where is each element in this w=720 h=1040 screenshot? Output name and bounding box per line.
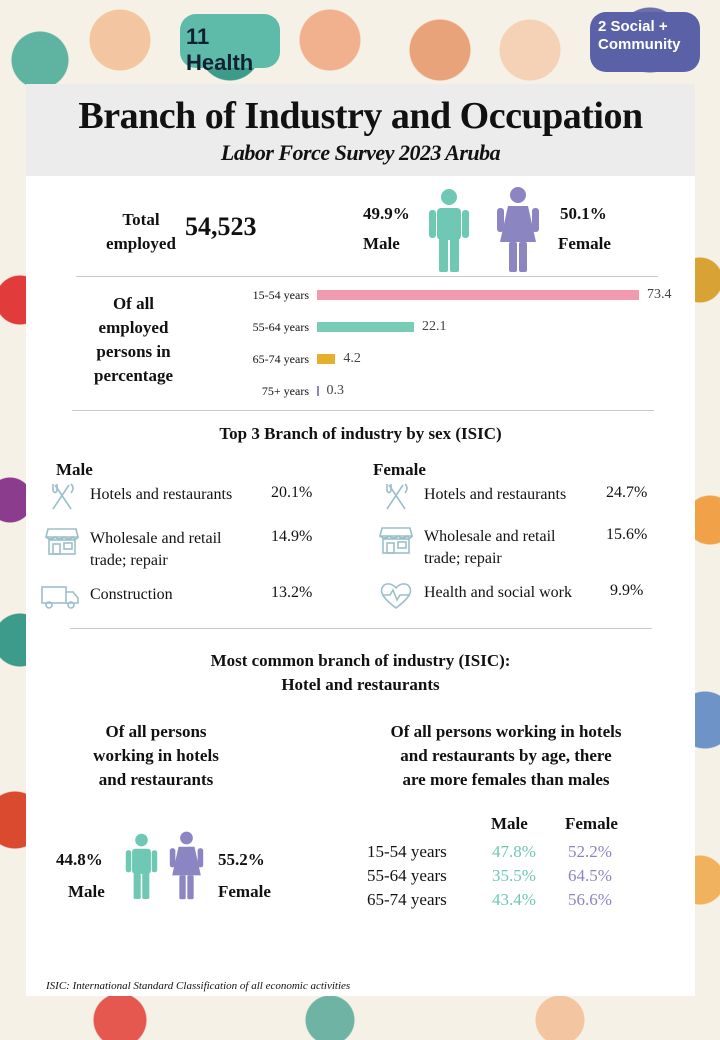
age-bar-value: 22.1: [421, 319, 447, 334]
footnote: ISIC: International Standard Classificat…: [46, 980, 351, 992]
age-bar-label: 65-74 years: [252, 352, 309, 366]
hotels-male-label: Male: [68, 882, 105, 901]
page-subtitle: Labor Force Survey 2023 Aruba: [220, 140, 501, 165]
female-industry-3-pct: 9.9%: [610, 582, 644, 599]
hotels-sex-heading: Of all persons working in hotels and res…: [66, 720, 246, 792]
hotels-age-col-male: Male: [491, 814, 528, 833]
total-employed-label: Total employed: [86, 208, 196, 256]
male-cell: 43.4%: [492, 890, 536, 909]
female-industry-2-name: Wholesale and retail trade; repair: [424, 526, 556, 570]
age-cell: 65-74 years: [367, 890, 447, 909]
most-common-line: Most common branch of industry (ISIC):: [210, 651, 511, 670]
female-label: Female: [558, 234, 611, 253]
female-industry-1-name: Hotels and restaurants: [424, 486, 567, 503]
male-industry-3-pct: 13.2%: [271, 584, 313, 601]
female-column-heading: Female: [373, 460, 426, 479]
total-label-line: employed: [106, 234, 176, 253]
age-bar: [317, 354, 336, 364]
infographic-panel: Branch of Industry and Occupation Labor …: [26, 84, 695, 996]
age-bar-value: 4.2: [343, 351, 361, 366]
storefront-icon: [42, 526, 82, 556]
male-industry-3-name: Construction: [90, 586, 173, 603]
hotels-male-person-icon: [125, 832, 158, 900]
male-person-icon: [428, 188, 470, 272]
hotels-age-heading-line: Of all persons working in hotels: [390, 722, 622, 741]
age-bar: [317, 322, 414, 332]
hotels-age-col-female: Female: [565, 814, 618, 833]
female-person-icon: [496, 186, 540, 272]
industry-name-line: Wholesale and retail: [424, 528, 556, 545]
female-industry-2-pct: 15.6%: [606, 526, 648, 543]
male-column-heading: Male: [56, 460, 93, 479]
age-bar-label: 75+ years: [261, 384, 309, 398]
age-label-line: Of all: [112, 294, 155, 313]
age-bar-label: 55-64 years: [252, 320, 309, 334]
page-title: Branch of Industry and Occupation: [78, 95, 643, 137]
header: Branch of Industry and Occupation Labor …: [26, 84, 695, 176]
total-employed-value: 54,523: [185, 212, 257, 241]
divider: [72, 410, 654, 411]
age-bar-value: 0.3: [326, 383, 345, 398]
top3-heading: Top 3 Branch of industry by sex (ISIC): [219, 424, 502, 443]
age-bar: [317, 386, 319, 396]
age-cell: 15-54 years: [367, 842, 447, 861]
hotels-heading-line: and restaurants: [98, 770, 214, 789]
female-percentage: 50.1%: [560, 204, 607, 223]
female-cell: 52.2%: [568, 842, 612, 861]
hotels-female-percentage: 55.2%: [218, 850, 265, 869]
male-industry-1-name: Hotels and restaurants: [90, 486, 233, 503]
hotels-age-heading: Of all persons working in hotels and res…: [356, 720, 656, 792]
age-bar-value: 73.4: [647, 287, 672, 302]
most-common-heading: Most common branch of industry (ISIC): H…: [26, 649, 695, 697]
hotels-female-label: Female: [218, 882, 271, 901]
total-label-line: Total: [122, 210, 160, 229]
hotels-male-percentage: 44.8%: [56, 850, 103, 869]
male-industry-2-name: Wholesale and retail trade; repair: [90, 528, 222, 572]
industry-name-line: trade; repair: [424, 550, 502, 567]
storefront-icon: [376, 525, 416, 555]
female-industry-3-name: Health and social work: [424, 584, 572, 601]
health-bubble: 11 Health: [180, 14, 280, 75]
male-label: Male: [363, 234, 400, 253]
divider: [70, 628, 652, 629]
hotels-heading-line: Of all persons: [105, 722, 207, 741]
most-common-line: Hotel and restaurants: [281, 675, 440, 694]
male-cell: 47.8%: [492, 842, 536, 861]
industry-name-line: Wholesale and retail: [90, 530, 222, 547]
fork-knife-icon: [376, 482, 416, 512]
hotels-age-heading-line: are more females than males: [402, 770, 610, 789]
age-bar: [317, 290, 639, 300]
fork-knife-icon: [42, 482, 82, 512]
age-cell: 55-64 years: [367, 866, 447, 885]
age-bar-label: 15-54 years: [252, 288, 309, 302]
age-label-line: persons in: [96, 342, 171, 361]
female-industry-1-pct: 24.7%: [606, 484, 648, 501]
truck-icon: [40, 581, 80, 611]
age-section-label: Of all employed persons in percentage: [76, 292, 191, 388]
male-percentage: 49.9%: [363, 204, 410, 223]
heart-pulse-icon: [376, 580, 416, 610]
hotels-heading-line: working in hotels: [93, 746, 219, 765]
age-label-line: percentage: [94, 366, 173, 385]
industry-name-line: trade; repair: [90, 552, 168, 569]
female-cell: 56.6%: [568, 890, 612, 909]
social-community-bubble: 2 Social + Community: [590, 12, 700, 72]
female-cell: 64.5%: [568, 866, 612, 885]
hotels-female-person-icon: [169, 830, 204, 900]
male-cell: 35.5%: [492, 866, 536, 885]
hotels-age-heading-line: and restaurants by age, there: [400, 746, 612, 765]
male-industry-2-pct: 14.9%: [271, 528, 313, 545]
divider: [76, 276, 658, 277]
age-label-line: employed: [98, 318, 169, 337]
male-industry-1-pct: 20.1%: [271, 484, 313, 501]
